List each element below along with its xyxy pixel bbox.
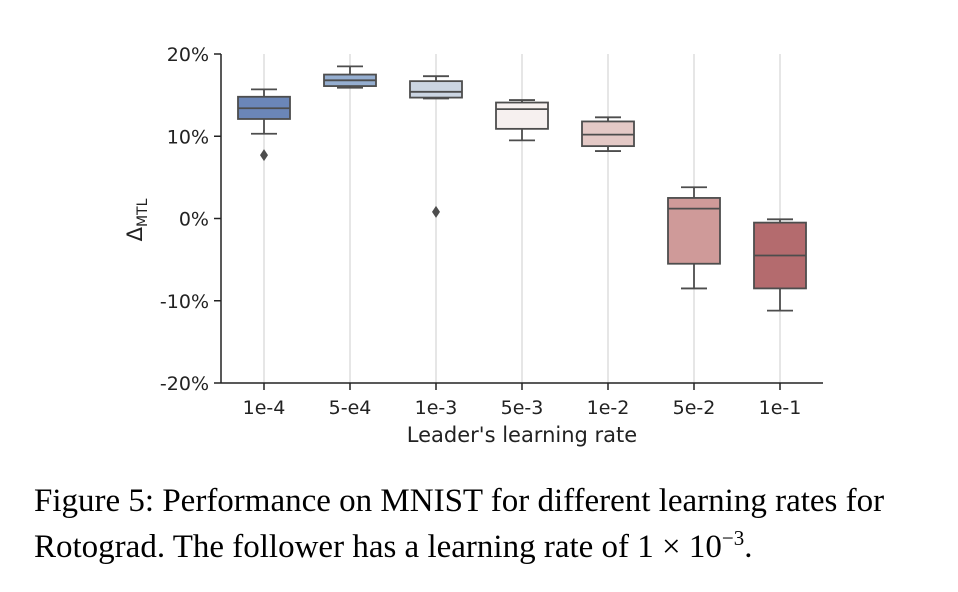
x-tick-label: 1e-1 <box>759 397 802 419</box>
x-tick-label: 1e-2 <box>587 397 630 419</box>
y-axis-title-subscript: MTL <box>135 198 151 227</box>
caption-exponent: −3 <box>721 526 745 550</box>
box-body <box>409 80 463 99</box>
box-1e-4 <box>237 88 291 162</box>
box-1e-2 <box>581 116 635 152</box>
box-5e-2 <box>667 186 721 290</box>
y-tick-label: -20% <box>160 373 209 395</box>
y-axis-title: ΔMTL <box>123 198 151 241</box>
tick-labels: 20% 10% 0% -10% -20% 1e-4 5-e4 1e-3 5e-3 1e-2 5e-2… <box>160 44 801 419</box>
y-tick-label: 20% <box>167 44 209 66</box>
x-tick-label: 5e-3 <box>501 397 544 419</box>
caption-end: . <box>744 529 753 565</box>
x-tick-label: 1e-3 <box>415 397 458 419</box>
caption-text: Figure 5: Performance on MNIST for diffe… <box>34 483 885 565</box>
y-tick-label: -10% <box>160 291 209 313</box>
box-1e-1 <box>753 218 807 312</box>
x-tick-label: 5-e4 <box>329 397 372 419</box>
y-axis-title-symbol: Δ <box>123 226 147 241</box>
box-5-e4 <box>323 65 377 89</box>
box-5e-3 <box>495 99 549 142</box>
y-tick-label: 0% <box>179 209 209 231</box>
x-tick-label: 1e-4 <box>243 397 286 419</box>
outlier-point <box>432 205 440 218</box>
box-plot-chart: 20% 10% 0% -10% -20% 1e-4 5-e4 1e-3 5e-3 1e-2 5e-2… <box>123 44 823 447</box>
box-body <box>495 101 549 130</box>
y-tick-label: 10% <box>167 126 209 148</box>
figure-caption: Figure 5: Performance on MNIST for diffe… <box>34 478 934 570</box>
outlier-point <box>260 149 268 162</box>
x-axis-title: Leader's learning rate <box>407 423 637 447</box>
box-1e-3 <box>409 75 463 218</box>
box-series <box>237 65 807 312</box>
x-tick-label: 5e-2 <box>673 397 716 419</box>
